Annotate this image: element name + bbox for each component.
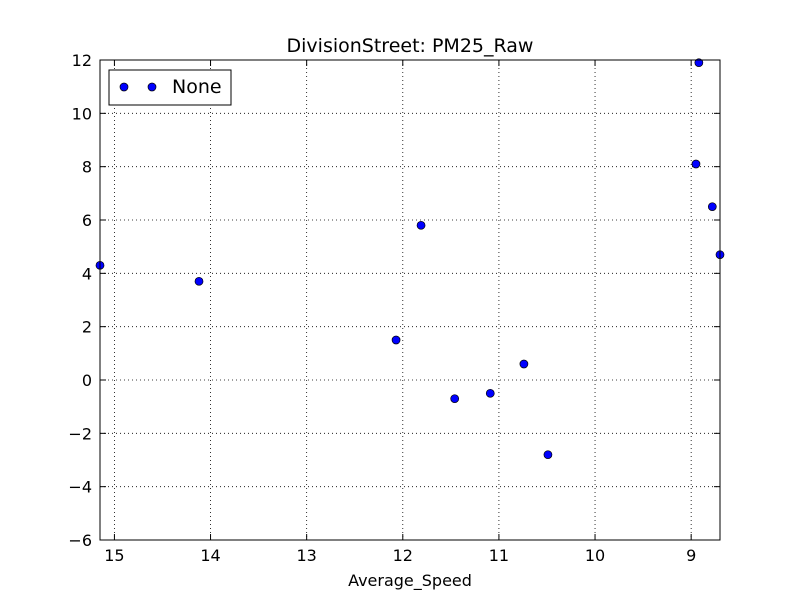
chart-title: DivisionStreet: PM25_Raw [287,35,534,57]
x-tick-label: 15 [104,546,124,565]
y-tick-label: 10 [72,104,92,123]
y-tick-label: 4 [82,264,92,283]
legend-box [108,69,232,106]
legend-label: None [172,76,222,98]
data-point [485,388,495,398]
x-axis-label: Average_Speed [348,571,472,591]
x-tick-label: 10 [585,546,605,565]
plot-frame [99,59,721,541]
data-point [543,450,553,460]
legend-marker [119,82,129,92]
y-tick-label: 0 [82,371,92,390]
x-tick-label: 12 [393,546,413,565]
x-tick-label: 9 [686,546,696,565]
x-ticks: 15 14 13 12 11 10 9 [104,60,696,565]
y-tick-label: −4 [68,478,92,497]
data-point [194,276,204,286]
data-points [95,58,725,460]
plot-background [100,60,720,540]
x-tick-label: 11 [489,546,509,565]
legend-marker [147,82,157,92]
data-point [450,394,460,404]
data-point [694,58,704,68]
x-tick-label: 13 [296,546,316,565]
y-tick-label: −2 [68,424,92,443]
y-tick-label: 8 [82,158,92,177]
x-tick-label: 14 [200,546,220,565]
data-point [416,220,426,230]
y-tick-label: 6 [82,211,92,230]
y-ticks: −6 −4 −2 0 2 4 6 8 10 12 [68,51,720,550]
y-tick-label: 2 [82,318,92,337]
y-tick-label: −6 [68,531,92,550]
legend: None [108,69,232,106]
data-point [391,335,401,345]
grid-lines [100,60,720,540]
data-point [519,359,529,369]
y-tick-label: 12 [72,51,92,70]
data-point [707,202,717,212]
data-point [691,159,701,169]
